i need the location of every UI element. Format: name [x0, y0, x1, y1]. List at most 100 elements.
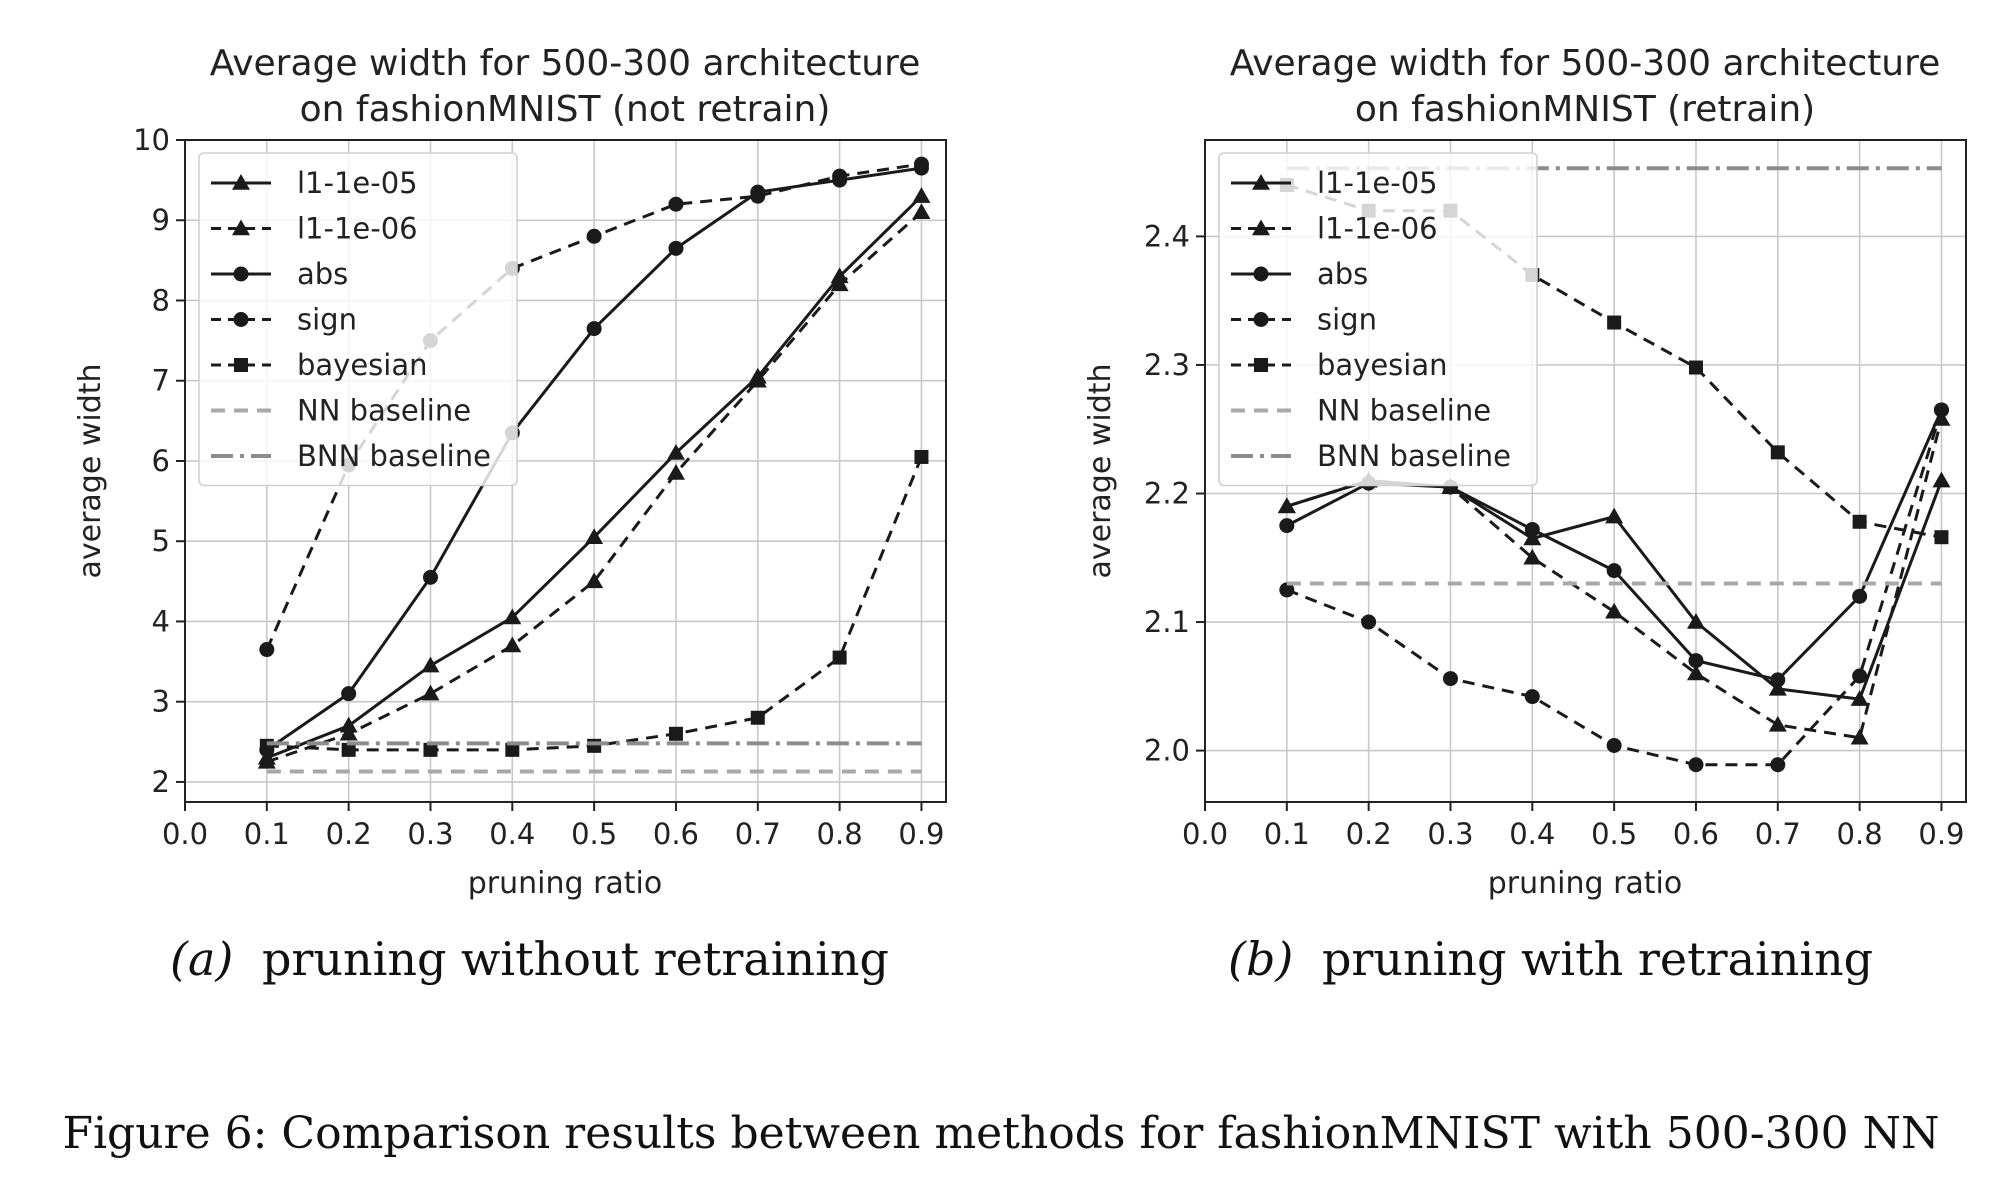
legend-box: [1218, 152, 1538, 487]
legend-label: sign: [1317, 303, 1377, 337]
legend-item-l1-1e-06: l1-1e-06: [211, 212, 418, 246]
chart-panel-a: Average width for 500-300 architecture o…: [73, 43, 947, 901]
data-point-abs: [1688, 653, 1704, 669]
legend-label: NN baseline: [1317, 394, 1491, 428]
y-axis-label: average width: [73, 363, 108, 578]
legend-item-nn-baseline: NN baseline: [1231, 394, 1491, 428]
subcaption-a: (a) pruning without retraining: [170, 932, 889, 986]
legend-item-bayesian: bayesian: [211, 348, 428, 382]
data-point-abs: [1770, 672, 1786, 688]
figure-caption: Figure 6: Comparison results between met…: [62, 1108, 1939, 1159]
legend-label: l1-1e-05: [297, 166, 418, 200]
data-point-l1-1e-05: [503, 608, 522, 625]
x-tick-label: 0.8: [817, 817, 863, 851]
x-tick-label: 0.7: [735, 817, 781, 851]
data-point-sign: [1361, 614, 1377, 630]
data-point-sign: [586, 228, 602, 244]
x-tick-label: 0.8: [1837, 817, 1883, 851]
data-point-l1-1e-05: [912, 187, 931, 203]
plot-frame: [1204, 139, 1967, 803]
data-point-l1-1e-05: [585, 528, 604, 544]
legend-item-bnn-baseline: BNN baseline: [1231, 439, 1511, 473]
data-point-l1-1e-06: [1277, 497, 1296, 514]
data-point-sign: [1606, 737, 1622, 753]
data-point-bayesian: [750, 710, 765, 725]
data-point-l1-1e-06: [666, 464, 685, 480]
legend-item-sign: sign: [1231, 303, 1377, 337]
data-point-abs: [586, 321, 602, 337]
data-point-abs: [1279, 518, 1295, 534]
data-point-sign: [1933, 402, 1949, 418]
data-point-bayesian: [1688, 360, 1703, 375]
data-point-bayesian: [587, 738, 602, 753]
x-axis-label: pruning ratio: [1488, 866, 1683, 901]
subcaption-a-label: (a): [170, 932, 233, 986]
chart-title-line-2: on fashionMNIST (not retrain): [300, 89, 831, 130]
series-bayesian: [259, 449, 929, 757]
data-point-sign: [1688, 757, 1704, 773]
legend-label: l1-1e-05: [1317, 166, 1438, 200]
legend-marker: [1254, 358, 1268, 372]
data-point-abs: [422, 569, 438, 585]
data-point-sign: [750, 188, 766, 204]
data-point-abs: [341, 686, 357, 702]
legend-item-sign: sign: [211, 303, 357, 337]
chart-title-line-1: Average width for 500-300 architecture: [1230, 43, 1941, 84]
legend-item-bayesian: bayesian: [1231, 348, 1448, 382]
data-point-sign: [1524, 689, 1540, 705]
y-tick-label: 2.2: [1144, 476, 1190, 510]
series-l1-1e-06: [257, 203, 931, 769]
data-point-l1-1e-05: [1932, 471, 1951, 488]
x-tick-label: 0.0: [162, 817, 208, 851]
y-tick-label: 6: [152, 444, 170, 478]
data-point-l1-1e-06: [748, 371, 767, 388]
data-point-bayesian: [505, 742, 520, 757]
data-point-l1-1e-06: [1523, 548, 1542, 565]
data-point-l1-1e-06: [912, 203, 931, 219]
legend-label: sign: [297, 303, 357, 337]
x-axis-label: pruning ratio: [468, 866, 663, 901]
y-tick-label: 7: [152, 364, 170, 398]
x-tick-label: 0.1: [244, 817, 290, 851]
legend-item-abs: abs: [1231, 257, 1368, 291]
data-point-l1-1e-06: [339, 724, 358, 741]
data-point-l1-1e-06: [830, 275, 849, 292]
legend-label: bayesian: [297, 348, 428, 382]
plot-frame: [184, 139, 947, 803]
y-axis-label: average width: [1083, 363, 1118, 578]
y-ticks: 2 3 4 5 6 7 8 9 10: [133, 123, 185, 799]
data-point-l1-1e-06: [1850, 728, 1869, 745]
y-tick-label: 10: [133, 123, 170, 157]
data-point-bayesian: [341, 742, 356, 757]
legend-label: BNN baseline: [297, 439, 491, 473]
data-point-bayesian: [1934, 530, 1949, 545]
x-tick-label: 0.2: [326, 817, 372, 851]
data-point-bayesian: [1770, 445, 1785, 460]
legend: l1-1e-05 l1-1e-06 abs sign bayesian NN baseli…: [1218, 152, 1538, 487]
data-point-l1-1e-06: [1605, 602, 1624, 619]
subcaption-b-label: (b): [1228, 932, 1293, 986]
legend-item-abs: abs: [211, 257, 348, 291]
data-point-bayesian: [1607, 315, 1622, 330]
x-tick-label: 0.1: [1264, 817, 1310, 851]
data-point-bayesian: [832, 650, 847, 665]
x-ticks: 0.0 0.1 0.2 0.3 0.4 0.5 0.6 0.7 0.8 0.9: [162, 802, 945, 851]
x-tick-label: 0.5: [571, 817, 617, 851]
legend-marker: [234, 358, 248, 372]
legend-marker: [232, 219, 250, 236]
x-tick-label: 0.7: [1755, 817, 1801, 851]
x-tick-label: 0.3: [1427, 817, 1473, 851]
legend-label: abs: [1317, 257, 1368, 291]
y-ticks: 2.0 2.1 2.2 2.3 2.4: [1144, 219, 1205, 768]
data-point-sign: [1279, 582, 1295, 598]
legend-marker: [1252, 219, 1270, 236]
data-point-l1-1e-06: [585, 572, 604, 589]
legend-marker: [1253, 312, 1269, 327]
legend-marker: [232, 174, 250, 190]
data-point-l1-1e-05: [339, 716, 358, 733]
legend-label: BNN baseline: [1317, 439, 1511, 473]
subcaption-a-text: pruning without retraining: [262, 932, 889, 986]
data-point-l1-1e-06: [503, 636, 522, 653]
data-point-abs: [668, 240, 684, 256]
series-l1-1e-05: [257, 187, 931, 765]
